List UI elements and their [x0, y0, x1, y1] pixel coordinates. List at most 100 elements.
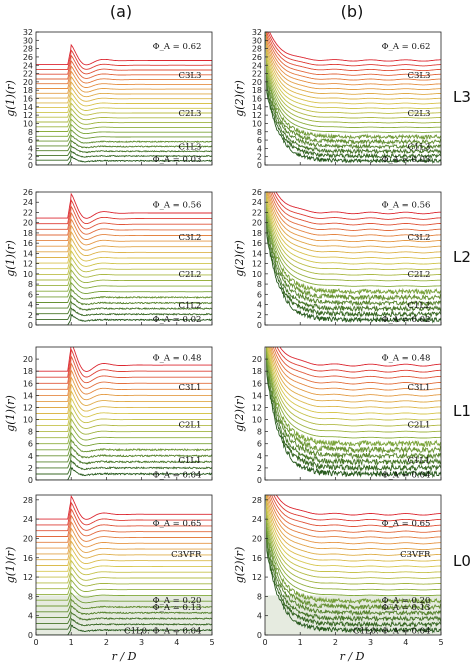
series-curve-7 [265, 32, 441, 133]
curves [266, 347, 441, 479]
series-curve-8 [265, 32, 441, 129]
y-tick-label: 24 [23, 515, 33, 524]
series-curve-9 [36, 113, 212, 128]
series-curve-22 [36, 43, 212, 66]
series-curve-14 [266, 495, 441, 556]
y-tick-label: 4 [28, 144, 33, 153]
series-curve-5 [266, 192, 441, 302]
y-tick-label: 18 [252, 229, 262, 238]
annotation-label: C3L1 [178, 383, 201, 393]
series-curve-1 [36, 313, 212, 325]
series-curve-13 [36, 546, 212, 566]
series-curve-4 [36, 445, 212, 463]
series-curve-16 [36, 361, 212, 390]
y-tick-label: 12 [23, 111, 33, 120]
annotation-label: C3L3 [178, 71, 201, 81]
series-curve-6 [266, 347, 441, 448]
y-tick-label: 8 [257, 592, 262, 601]
plot-frame [35, 494, 213, 636]
y-tick-label: 20 [23, 219, 33, 228]
series-curve-8 [266, 347, 441, 433]
series-curve-19 [36, 59, 212, 80]
y-tick-label: 20 [23, 78, 33, 87]
y-tick-label: 8 [28, 280, 33, 289]
y-axis-label: g(2)(r) [233, 80, 246, 116]
series-curve-20 [36, 54, 212, 75]
y-tick-label: 14 [23, 103, 33, 112]
y-tick-label: 32 [23, 28, 33, 37]
y-tick-label: 20 [252, 219, 262, 228]
y-tick-label: 12 [252, 111, 262, 120]
series-curve-7 [266, 495, 441, 597]
plot-frame [35, 191, 213, 326]
series-curve-19 [279, 347, 441, 367]
annotation-label: Φ_A = 0.02 [382, 315, 431, 325]
y-tick-label: 16 [252, 95, 262, 104]
curves [36, 495, 212, 635]
annotation-label: Φ_A = 0.13 [382, 603, 431, 613]
series-curve-9 [266, 192, 441, 276]
series-curve-9 [266, 495, 441, 585]
y-tick-label: 10 [252, 416, 262, 425]
series-curve-2 [265, 35, 441, 160]
y-tick-label: 16 [252, 554, 262, 563]
y-tick-label: 6 [28, 136, 33, 145]
series-curve-8 [266, 495, 441, 591]
plot-frame [35, 346, 213, 481]
y-tick-label: 4 [28, 301, 33, 310]
y-tick-label: 10 [252, 119, 262, 128]
y-tick-label: 2 [28, 464, 33, 473]
x-tick-label: 3 [368, 638, 373, 647]
y-tick-label: 18 [252, 367, 262, 376]
series-curve-18 [266, 32, 441, 81]
annotation-label: C3L3 [407, 71, 430, 81]
y-axis-label: g(2)(r) [233, 395, 246, 431]
x-tick-label: 1 [69, 638, 74, 647]
panel-b-L3: 02468101214161820222426283032g(2)(r)Φ_A … [233, 28, 442, 170]
y-tick-label: 8 [257, 428, 262, 437]
annotation-label: C1L0: Φ_A = 0.04 [124, 627, 201, 637]
y-tick-label: 12 [252, 573, 262, 582]
y-tick-label: 14 [252, 103, 262, 112]
y-tick-label: 24 [252, 515, 262, 524]
y-tick-label: 10 [252, 270, 262, 279]
series-curve-18 [36, 205, 212, 230]
annotation-label: C1L1 [407, 456, 430, 466]
series-curve-14 [266, 192, 441, 248]
x-tick-label: 4 [174, 638, 179, 647]
annotation-label: C3L1 [407, 383, 430, 393]
annotation-label: Φ_A = 0.02 [153, 315, 202, 325]
annotation-label: Φ_A = 0.56 [382, 200, 431, 210]
series-curve-2 [36, 307, 212, 320]
series-curve-9 [36, 410, 212, 433]
series-curve-12 [36, 97, 212, 113]
y-axis-label: g(2)(r) [233, 547, 246, 583]
y-tick-label: 0 [257, 321, 262, 330]
annotation-label: C2L2 [407, 270, 430, 280]
y-tick-label: 14 [252, 249, 262, 258]
annotation-label: Φ_A = 0.56 [153, 200, 202, 210]
y-tick-label: 2 [257, 311, 262, 320]
y-tick-label: 6 [257, 290, 262, 299]
annotation-label: Φ_A = 0.03 [153, 155, 202, 165]
series-curve-11 [267, 347, 441, 415]
y-tick-label: 0 [28, 631, 33, 640]
series-curve-17 [266, 32, 441, 86]
series-curve-12 [36, 243, 212, 264]
y-tick-label: 28 [252, 45, 262, 54]
annotation-label: C2L3 [178, 109, 201, 119]
y-tick-label: 14 [23, 391, 33, 400]
series-curve-10 [266, 192, 441, 271]
annotation-label: Φ_A = 0.04 [382, 471, 431, 481]
y-tick-label: 22 [252, 70, 262, 79]
series-curve-11 [36, 559, 212, 578]
series-curve-8 [36, 269, 212, 287]
series-curve-22 [269, 32, 441, 62]
series-curve-20 [273, 495, 441, 522]
series-curve-1 [265, 495, 441, 634]
panel-a-L1: 0 2 4 6 8 10 12 14 16 18 20 g(1)(r) Φ_A = 0.48 C3L1 C2… [4, 346, 213, 485]
series-curve-14 [36, 230, 212, 253]
series-curve-15 [36, 224, 212, 247]
